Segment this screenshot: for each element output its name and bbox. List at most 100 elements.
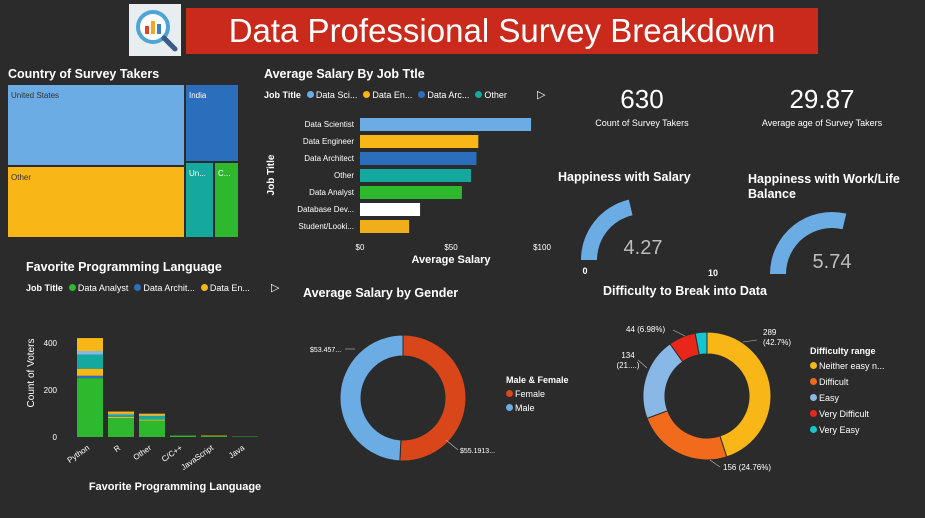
x-tick-label: Other bbox=[132, 443, 154, 462]
legend-item[interactable]: Data Arc... bbox=[418, 90, 469, 100]
legend-label: Other bbox=[484, 90, 507, 100]
language-bar-segment bbox=[108, 418, 134, 437]
treemap-cell-c[interactable]: C... bbox=[214, 162, 239, 238]
job-salary-bar bbox=[360, 135, 479, 148]
legend-label: Data Analyst bbox=[77, 283, 129, 293]
gauge-min-label: 0 bbox=[582, 266, 587, 276]
legend-label: Male bbox=[515, 403, 535, 413]
language-bar-segment bbox=[108, 411, 134, 414]
job-salary-bar bbox=[360, 118, 532, 131]
legend-dot bbox=[810, 410, 817, 417]
page-title: Data Professional Survey Breakdown bbox=[228, 12, 776, 49]
language-bar-segment bbox=[77, 351, 103, 355]
legend-label: Very Difficult bbox=[819, 409, 869, 419]
difficulty-value-label: (42.7%) bbox=[763, 338, 791, 347]
legend-next-icon[interactable]: ▷ bbox=[537, 89, 546, 101]
job-category-label: Other bbox=[334, 171, 354, 180]
job-category-label: Database Dev... bbox=[297, 205, 354, 214]
legend-item-male[interactable]: Male bbox=[506, 403, 569, 413]
language-bar-segment bbox=[170, 435, 196, 437]
x-tick-label: JavaScript bbox=[179, 443, 215, 472]
legend-dot bbox=[134, 284, 142, 291]
gender-legend: Male & Female Female Male bbox=[506, 375, 569, 413]
difficulty-value-label: 289 bbox=[763, 328, 777, 337]
language-bar-segment bbox=[108, 414, 134, 417]
x-axis-title: Average Salary bbox=[411, 254, 491, 266]
gauge-salary: 4.27 0 10 bbox=[581, 199, 718, 278]
legend-dot bbox=[810, 394, 817, 401]
language-chart: 400 200 0 Python R Other C/C++JavaScript Java Fa… bbox=[26, 338, 261, 493]
legend-item-difficult[interactable]: Difficult bbox=[810, 377, 885, 387]
gauge-balance: 5.74010 bbox=[770, 212, 852, 274]
legend-label: Data Sci... bbox=[315, 90, 358, 100]
legend-item-very-easy[interactable]: Very Easy bbox=[810, 425, 885, 435]
job-salary-bar bbox=[360, 152, 477, 165]
x-tick-label: $100 bbox=[533, 243, 551, 252]
legend-dot bbox=[810, 378, 817, 385]
legend-item-very-difficult[interactable]: Very Difficult bbox=[810, 409, 885, 419]
difficulty-donut: 289(42.7%) 156 (24.76%) 134(21....) 44 (6.9… bbox=[616, 325, 791, 472]
legend-dot bbox=[506, 404, 513, 411]
legend-label: Data En... bbox=[372, 90, 413, 100]
legend-item[interactable]: Data Sci... bbox=[306, 90, 358, 100]
kpi-count-value: 630 bbox=[620, 84, 664, 114]
difficulty-legend: Difficulty range Neither easy n... Diffi… bbox=[810, 346, 885, 435]
salary-job-chart: Data Scientist Data Engineer Data Architec… bbox=[266, 118, 551, 266]
difficulty-leader-line bbox=[637, 359, 648, 369]
language-bar-segment bbox=[77, 368, 103, 376]
title-banner bbox=[186, 8, 818, 54]
gender-value-label: $53.457... bbox=[310, 347, 341, 354]
difficulty-slice bbox=[706, 331, 772, 458]
gauge-balance-title: Happiness with Work/Life Balance bbox=[748, 172, 900, 201]
legend-item[interactable]: Data Analyst bbox=[68, 283, 129, 293]
gender-slice bbox=[399, 334, 467, 462]
difficulty-slice bbox=[642, 343, 684, 420]
gender-title: Average Salary by Gender bbox=[303, 286, 459, 300]
legend-dot bbox=[506, 390, 513, 397]
legend-next-icon[interactable]: ▷ bbox=[271, 282, 280, 294]
salary-job-title: Average Salary By Job Ttle bbox=[264, 67, 425, 81]
language-bar-segment bbox=[139, 413, 165, 416]
x-axis-title: Favorite Programming Language bbox=[89, 481, 261, 493]
difficulty-leader-line bbox=[742, 339, 758, 343]
treemap-cell-united-states[interactable]: United States bbox=[7, 84, 185, 166]
x-tick-label: C/C++ bbox=[160, 443, 184, 464]
difficulty-value-label: 156 (24.76%) bbox=[723, 463, 771, 472]
legend-item-female[interactable]: Female bbox=[506, 389, 569, 399]
y-axis-title: Job Title bbox=[266, 154, 277, 195]
treemap-cell-india[interactable]: India bbox=[185, 84, 239, 162]
job-salary-bar bbox=[360, 220, 410, 233]
country-treemap[interactable]: United States Other India Un... C... bbox=[7, 84, 239, 238]
legend-item-neither[interactable]: Neither easy n... bbox=[810, 361, 885, 371]
legend-title: Job Title bbox=[264, 90, 301, 100]
legend-label: Female bbox=[515, 389, 546, 399]
x-tick-label: $50 bbox=[444, 243, 458, 252]
gauge-value: 4.27 bbox=[624, 237, 663, 259]
legend-item-easy[interactable]: Easy bbox=[810, 393, 885, 403]
difficulty-value-label: (21....) bbox=[616, 361, 639, 370]
legend-item[interactable]: Other bbox=[475, 90, 507, 100]
treemap-label: Un... bbox=[189, 169, 206, 178]
legend-item[interactable]: Data Archit... bbox=[134, 283, 195, 293]
legend-item[interactable]: Data En... bbox=[200, 283, 250, 293]
legend-title: Job Title bbox=[26, 283, 63, 293]
treemap-cell-un[interactable]: Un... bbox=[185, 162, 214, 238]
legend-label: Very Easy bbox=[819, 425, 860, 435]
job-salary-bar bbox=[360, 169, 472, 182]
kpi-age-label: Average age of Survey Takers bbox=[761, 118, 883, 128]
treemap-label: United States bbox=[11, 91, 60, 100]
language-bar-segment bbox=[77, 378, 103, 437]
difficulty-title: Difficulty to Break into Data bbox=[603, 284, 767, 298]
language-bar-segment bbox=[139, 416, 165, 420]
treemap-cell-other[interactable]: Other bbox=[7, 166, 185, 238]
legend-dot bbox=[418, 91, 426, 98]
gauge-value: 5.74 bbox=[813, 251, 852, 273]
legend-label: Neither easy n... bbox=[819, 361, 885, 371]
difficulty-value-label: 44 (6.98%) bbox=[626, 325, 665, 334]
legend-item[interactable]: Data En... bbox=[363, 90, 412, 100]
legend-dot bbox=[306, 91, 314, 98]
language-bar-segment bbox=[139, 419, 165, 421]
gender-leader-line bbox=[445, 439, 459, 451]
language-title: Favorite Programming Language bbox=[26, 260, 222, 274]
x-tick-label: Java bbox=[227, 443, 246, 460]
